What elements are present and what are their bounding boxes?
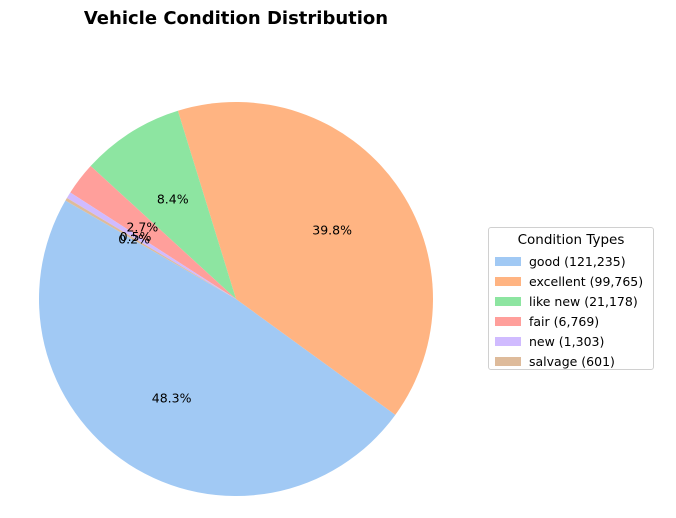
pie-slice-fair (70, 166, 237, 299)
legend-swatch (495, 336, 521, 346)
legend-entry-excellent: excellent (99,765) (495, 271, 647, 291)
pct-label-good: 48.3% (152, 391, 192, 406)
legend-entries: good (121,235) excellent (99,765) like new… (495, 251, 647, 371)
pie-slice-salvage (65, 197, 236, 299)
legend-entry-like-new: like new (21,178) (495, 291, 647, 311)
legend-label: new (1,303) (529, 333, 605, 349)
legend-label: good (121,235) (529, 253, 626, 269)
pct-label-salvage: 0.2% (118, 232, 150, 247)
pie-slice-good (38, 200, 396, 497)
legend-swatch (495, 276, 521, 286)
legend-entry-new: new (1,303) (495, 331, 647, 351)
pct-label-excellent: 39.8% (312, 223, 352, 238)
pct-label-new: 0.5% (120, 229, 152, 244)
pie-chart: 48.3% 39.8% 8.4% 2.7%0.5%0.2% (38, 101, 434, 497)
legend-swatch (495, 316, 521, 326)
legend-swatch (495, 296, 521, 306)
pct-label-fair: 2.7% (126, 219, 158, 234)
legend-swatch (495, 256, 521, 266)
legend-label: fair (6,769) (529, 313, 600, 329)
legend-entry-salvage: salvage (601) (495, 351, 647, 371)
pct-label-like-new: 8.4% (157, 192, 189, 207)
pie-slice-like-new (90, 110, 236, 299)
legend: Condition Types good (121,235) excellent … (488, 227, 654, 370)
legend-label: excellent (99,765) (529, 273, 644, 289)
legend-entry-fair: fair (6,769) (495, 311, 647, 331)
legend-label: like new (21,178) (529, 293, 638, 309)
pie-slice-excellent (177, 101, 434, 415)
chart-title: Vehicle Condition Distribution (83, 8, 389, 29)
legend-swatch (495, 356, 521, 366)
pie-slice-new (66, 192, 236, 299)
legend-title: Condition Types (517, 232, 625, 248)
legend-entry-good: good (121,235) (495, 251, 647, 271)
legend-label: salvage (601) (529, 353, 615, 369)
